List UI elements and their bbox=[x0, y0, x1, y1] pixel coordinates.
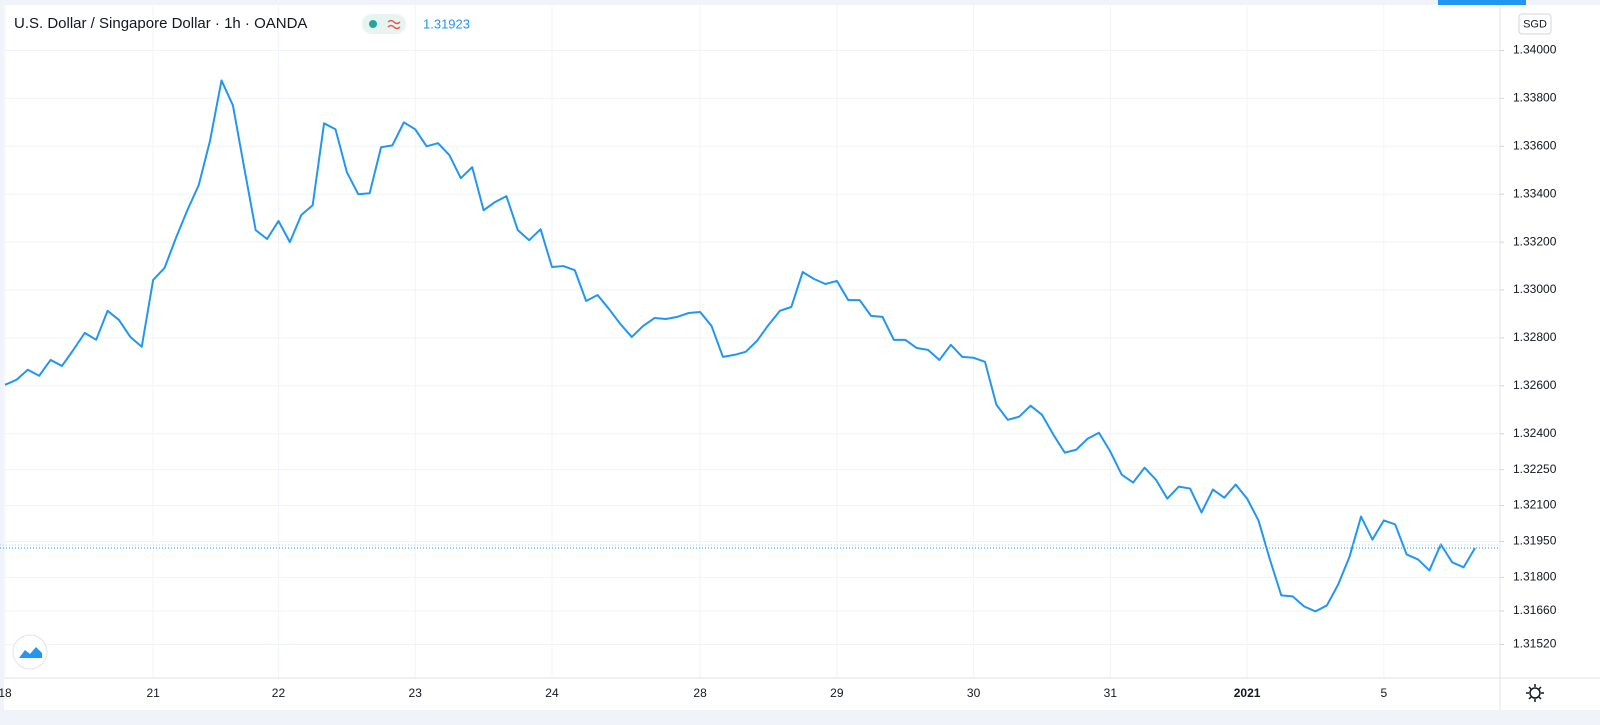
y-tick-label: 1.33800 bbox=[1513, 91, 1557, 105]
y-tick-label: 1.32400 bbox=[1513, 426, 1557, 440]
top-strip bbox=[0, 0, 1600, 5]
status-pill bbox=[362, 14, 406, 34]
x-tick-label: 24 bbox=[545, 686, 559, 700]
y-tick-label: 1.31660 bbox=[1513, 603, 1557, 617]
chart-title: U.S. Dollar / Singapore Dollar · 1h · OA… bbox=[14, 15, 307, 32]
y-tick-label: 1.32100 bbox=[1513, 498, 1557, 512]
y-tick-label: 1.33200 bbox=[1513, 234, 1557, 248]
y-tick-label: 1.33600 bbox=[1513, 138, 1557, 152]
settings-icon[interactable] bbox=[1529, 687, 1541, 699]
y-tick-label: 1.32250 bbox=[1513, 462, 1557, 476]
x-tick-label: 28 bbox=[693, 686, 707, 700]
y-tick-label: 1.31800 bbox=[1513, 570, 1557, 584]
grid bbox=[0, 5, 1500, 678]
x-tick-label: 22 bbox=[272, 686, 286, 700]
bottom-strip bbox=[0, 710, 1600, 725]
x-tick-label: 21 bbox=[146, 686, 160, 700]
y-tick-label: 1.32600 bbox=[1513, 378, 1557, 392]
plot bbox=[0, 79, 1500, 613]
currency-button[interactable] bbox=[1518, 13, 1552, 35]
x-tick-label: 5 bbox=[1380, 686, 1387, 700]
x-tick-label: 30 bbox=[967, 686, 981, 700]
status-icon bbox=[387, 19, 401, 30]
status-dot bbox=[369, 20, 377, 28]
left-strip bbox=[0, 5, 4, 710]
y-tick-label: 1.33000 bbox=[1513, 282, 1557, 296]
y-tick-label: 1.31950 bbox=[1513, 534, 1557, 548]
logo-icon bbox=[19, 647, 42, 658]
active-tab bbox=[1438, 0, 1526, 5]
x-tick-label: 31 bbox=[1104, 686, 1118, 700]
logo-badge[interactable] bbox=[12, 634, 48, 670]
y-tick-label: 1.33400 bbox=[1513, 186, 1557, 200]
x-tick-label: 23 bbox=[409, 686, 423, 700]
y-tick-label: 1.32800 bbox=[1513, 330, 1557, 344]
x-tick-label: 18 bbox=[0, 686, 12, 700]
price-line bbox=[4, 79, 1476, 613]
x-tick-label: 2021 bbox=[1234, 686, 1261, 700]
y-tick-label: 1.31520 bbox=[1513, 637, 1557, 651]
y-tick-label: 1.34000 bbox=[1513, 43, 1557, 57]
settings-teeth bbox=[1526, 684, 1544, 702]
currency-label[interactable]: SGD bbox=[1523, 18, 1547, 30]
last-price: 1.31923 bbox=[423, 16, 470, 31]
x-tick-label: 29 bbox=[830, 686, 844, 700]
